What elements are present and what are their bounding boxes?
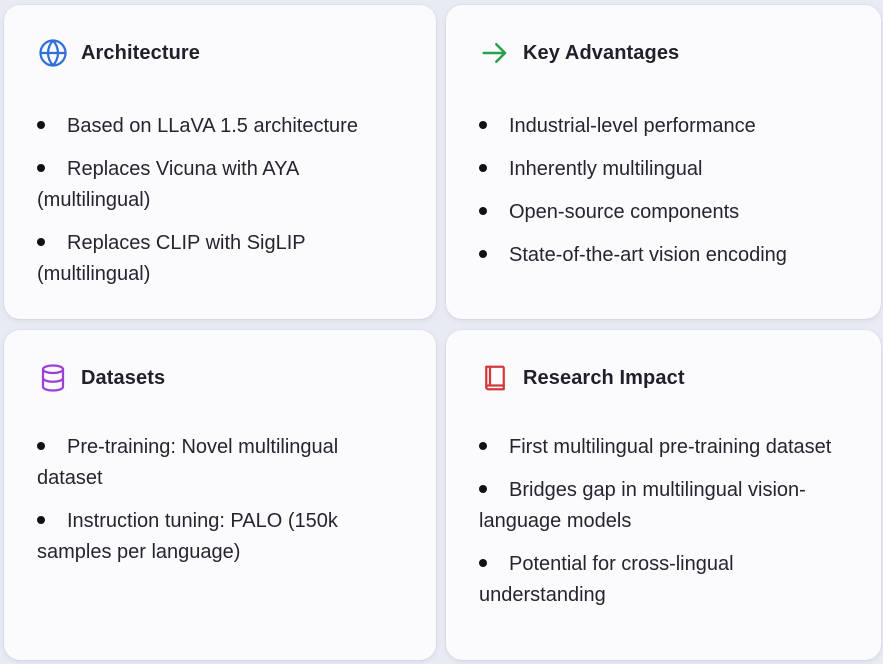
list-item: Bridges gap in multilingual vision-langu… — [479, 479, 806, 532]
advantages-card-title: Key Advantages — [523, 41, 680, 64]
list-item: Pre-training: Novel multilingual dataset — [37, 436, 339, 489]
impact-card: Research Impact First multilingual pre-t… — [446, 330, 881, 660]
database-icon — [37, 362, 69, 394]
list-item: Open-source components — [479, 197, 851, 228]
globe-icon — [37, 37, 69, 69]
architecture-card-header: Architecture — [37, 35, 406, 71]
architecture-card-title: Architecture — [81, 41, 201, 64]
datasets-list: Pre-training: Novel multilingual dataset… — [37, 432, 406, 568]
list-item: Replaces Vicuna with AYA (multilingual) — [37, 158, 299, 211]
datasets-card-title: Datasets — [81, 366, 166, 389]
advantages-list: Industrial-level performance Inherently … — [479, 111, 851, 271]
impact-card-header: Research Impact — [479, 360, 851, 396]
architecture-list: Based on LLaVA 1.5 architecture Replaces… — [37, 111, 406, 290]
book-icon — [479, 362, 511, 394]
list-item: Potential for cross-lingual understandin… — [479, 553, 734, 606]
arrow-right-icon — [479, 37, 511, 69]
list-item: Inherently multilingual — [479, 154, 851, 185]
list-item: First multilingual pre-training dataset — [479, 432, 851, 463]
list-item: State-of-the-art vision encoding — [479, 240, 851, 271]
advantages-card: Key Advantages Industrial-level performa… — [446, 5, 881, 319]
datasets-card-header: Datasets — [37, 360, 406, 396]
list-item: Based on LLaVA 1.5 architecture — [37, 111, 406, 142]
architecture-card: Architecture Based on LLaVA 1.5 architec… — [4, 5, 436, 319]
datasets-card: Datasets Pre-training: Novel multilingua… — [4, 330, 436, 660]
list-item: Industrial-level performance — [479, 111, 851, 142]
list-item: Replaces CLIP with SigLIP (multilingual) — [37, 232, 306, 285]
list-item: Instruction tuning: PALO (150k samples p… — [37, 510, 338, 563]
impact-list: First multilingual pre-training dataset … — [479, 432, 851, 611]
impact-card-title: Research Impact — [523, 366, 685, 389]
advantages-card-header: Key Advantages — [479, 35, 851, 71]
